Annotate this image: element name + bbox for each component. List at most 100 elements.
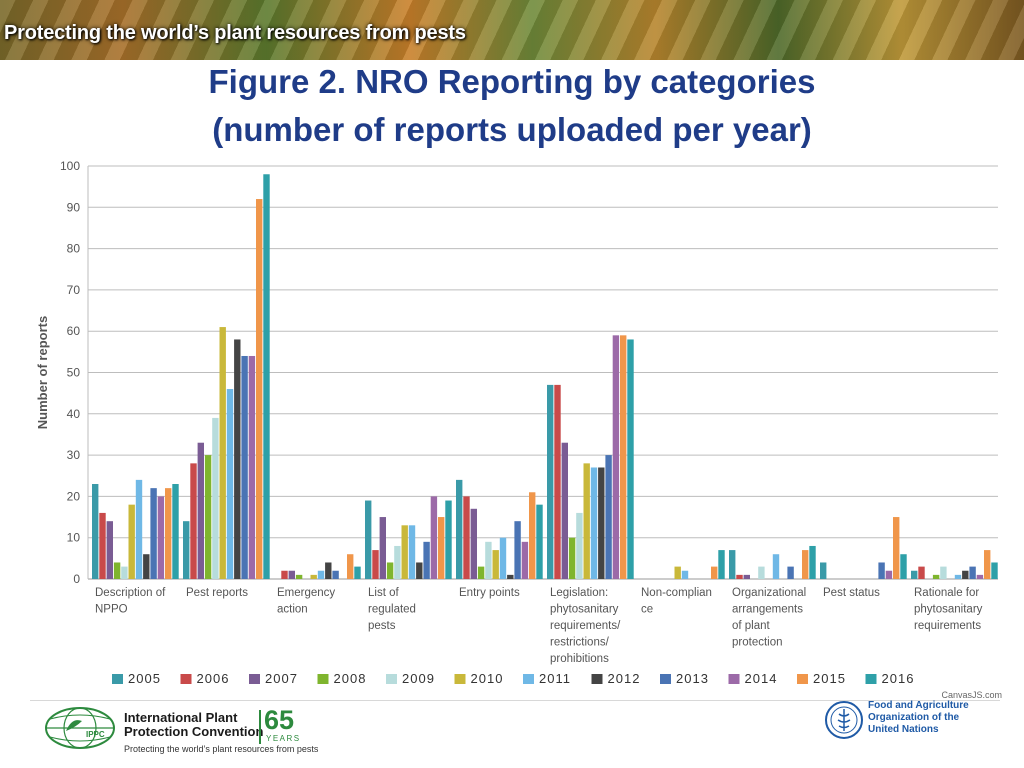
y-axis-title: Number of reports: [35, 316, 50, 429]
x-tick-label: phytosanitary: [914, 604, 983, 616]
x-tick-label: Emergency: [277, 587, 335, 599]
legend-label: 2014: [745, 671, 778, 686]
legend-label: 2016: [882, 671, 915, 686]
legend-label: 2005: [128, 671, 161, 686]
banner-title: Protecting the world’s plant resources f…: [4, 22, 466, 44]
bar: [576, 512, 583, 579]
bar: [325, 562, 332, 579]
bar: [583, 463, 590, 579]
bar: [219, 327, 226, 579]
bar: [379, 517, 386, 579]
bar: [620, 335, 627, 579]
legend-swatch: [317, 674, 329, 684]
bar: [317, 570, 325, 579]
legend-label: 2008: [334, 671, 367, 686]
y-tick-label: 50: [67, 366, 81, 380]
bar: [802, 550, 809, 579]
bar: [954, 574, 962, 579]
bar: [92, 484, 99, 579]
x-tick-label: arrangements: [732, 604, 803, 616]
bar: [991, 562, 998, 579]
x-tick-label: protection: [732, 637, 783, 649]
fao-name: Food and Agriculture Organization of the…: [868, 700, 969, 736]
bar: [674, 566, 681, 579]
x-tick-label: Organizational: [732, 587, 806, 599]
bar: [485, 541, 492, 579]
bar: [204, 455, 212, 579]
ippc-logo-text: IPPC: [86, 730, 105, 739]
bar: [507, 574, 514, 579]
bar: [554, 384, 561, 579]
bar: [736, 574, 743, 579]
bar: [743, 574, 750, 579]
bar: [711, 566, 718, 579]
bar: [918, 566, 925, 579]
legend-label: 2006: [197, 671, 230, 686]
legend-swatch: [591, 674, 603, 684]
legend-swatch: [454, 674, 466, 684]
fao-name-line1: Food and Agriculture: [868, 700, 969, 711]
ippc-name: International Plant Protection Conventio…: [124, 711, 263, 739]
legend-swatch: [523, 674, 534, 684]
y-tick-label: 40: [67, 407, 81, 421]
x-tick-label: Entry points: [459, 587, 520, 599]
figure-title: Figure 2. NRO Reporting by categories (n…: [0, 58, 1024, 154]
x-tick-label: restrictions/: [550, 637, 610, 649]
bar: [477, 566, 485, 579]
bar: [234, 339, 241, 579]
bar: [463, 496, 470, 579]
bar: [605, 455, 612, 579]
years-number: 65: [264, 705, 295, 735]
bar: [401, 525, 408, 579]
bar: [423, 541, 430, 579]
bar: [113, 562, 121, 579]
x-tick-label: phytosanitary: [550, 604, 619, 616]
footer-divider: [30, 700, 1000, 701]
legend-swatch: [660, 674, 671, 684]
bar: [787, 566, 794, 579]
bar: [470, 508, 477, 579]
bar: [165, 488, 172, 579]
bar: [99, 512, 106, 579]
x-tick-label: Rationale for: [914, 587, 979, 599]
years-label: YEARS: [266, 734, 301, 743]
ippc-globe-logo: IPPC: [45, 707, 115, 749]
legend-swatch: [797, 674, 808, 684]
bar: [172, 484, 179, 579]
bar: [568, 537, 576, 579]
figure-title-line2: (number of reports uploaded per year): [212, 111, 812, 148]
bar: [809, 545, 816, 579]
y-tick-label: 30: [67, 448, 81, 462]
bar: [499, 537, 507, 579]
y-tick-label: 10: [67, 531, 81, 545]
bar: [135, 479, 143, 579]
legend-label: 2010: [471, 671, 504, 686]
bar: [900, 554, 907, 579]
bar: [183, 521, 190, 579]
legend-label: 2011: [539, 671, 571, 686]
bar: [226, 389, 234, 579]
bar: [445, 500, 452, 579]
bar: [681, 570, 689, 579]
legend-swatch: [386, 674, 397, 684]
legend-swatch: [728, 674, 740, 684]
y-tick-label: 100: [60, 159, 80, 173]
bar: [121, 566, 128, 579]
x-tick-label: Pest status: [823, 587, 880, 599]
legend-swatch: [180, 674, 192, 684]
bar: [932, 574, 940, 579]
bar: [408, 525, 416, 579]
x-tick-label: ce: [641, 604, 653, 616]
bar: [256, 199, 263, 579]
years-divider: [259, 710, 261, 744]
y-tick-label: 60: [67, 324, 81, 338]
bar: [598, 467, 605, 579]
y-tick-label: 0: [73, 572, 80, 586]
legend-label: 2007: [265, 671, 298, 686]
legend-label: 2015: [813, 671, 846, 686]
legend-label: 2009: [402, 671, 435, 686]
x-tick-label: regulated: [368, 604, 416, 616]
x-tick-label: Non-complian: [641, 587, 712, 599]
x-tick-label: Legislation:: [550, 587, 608, 599]
bar: [984, 550, 991, 579]
